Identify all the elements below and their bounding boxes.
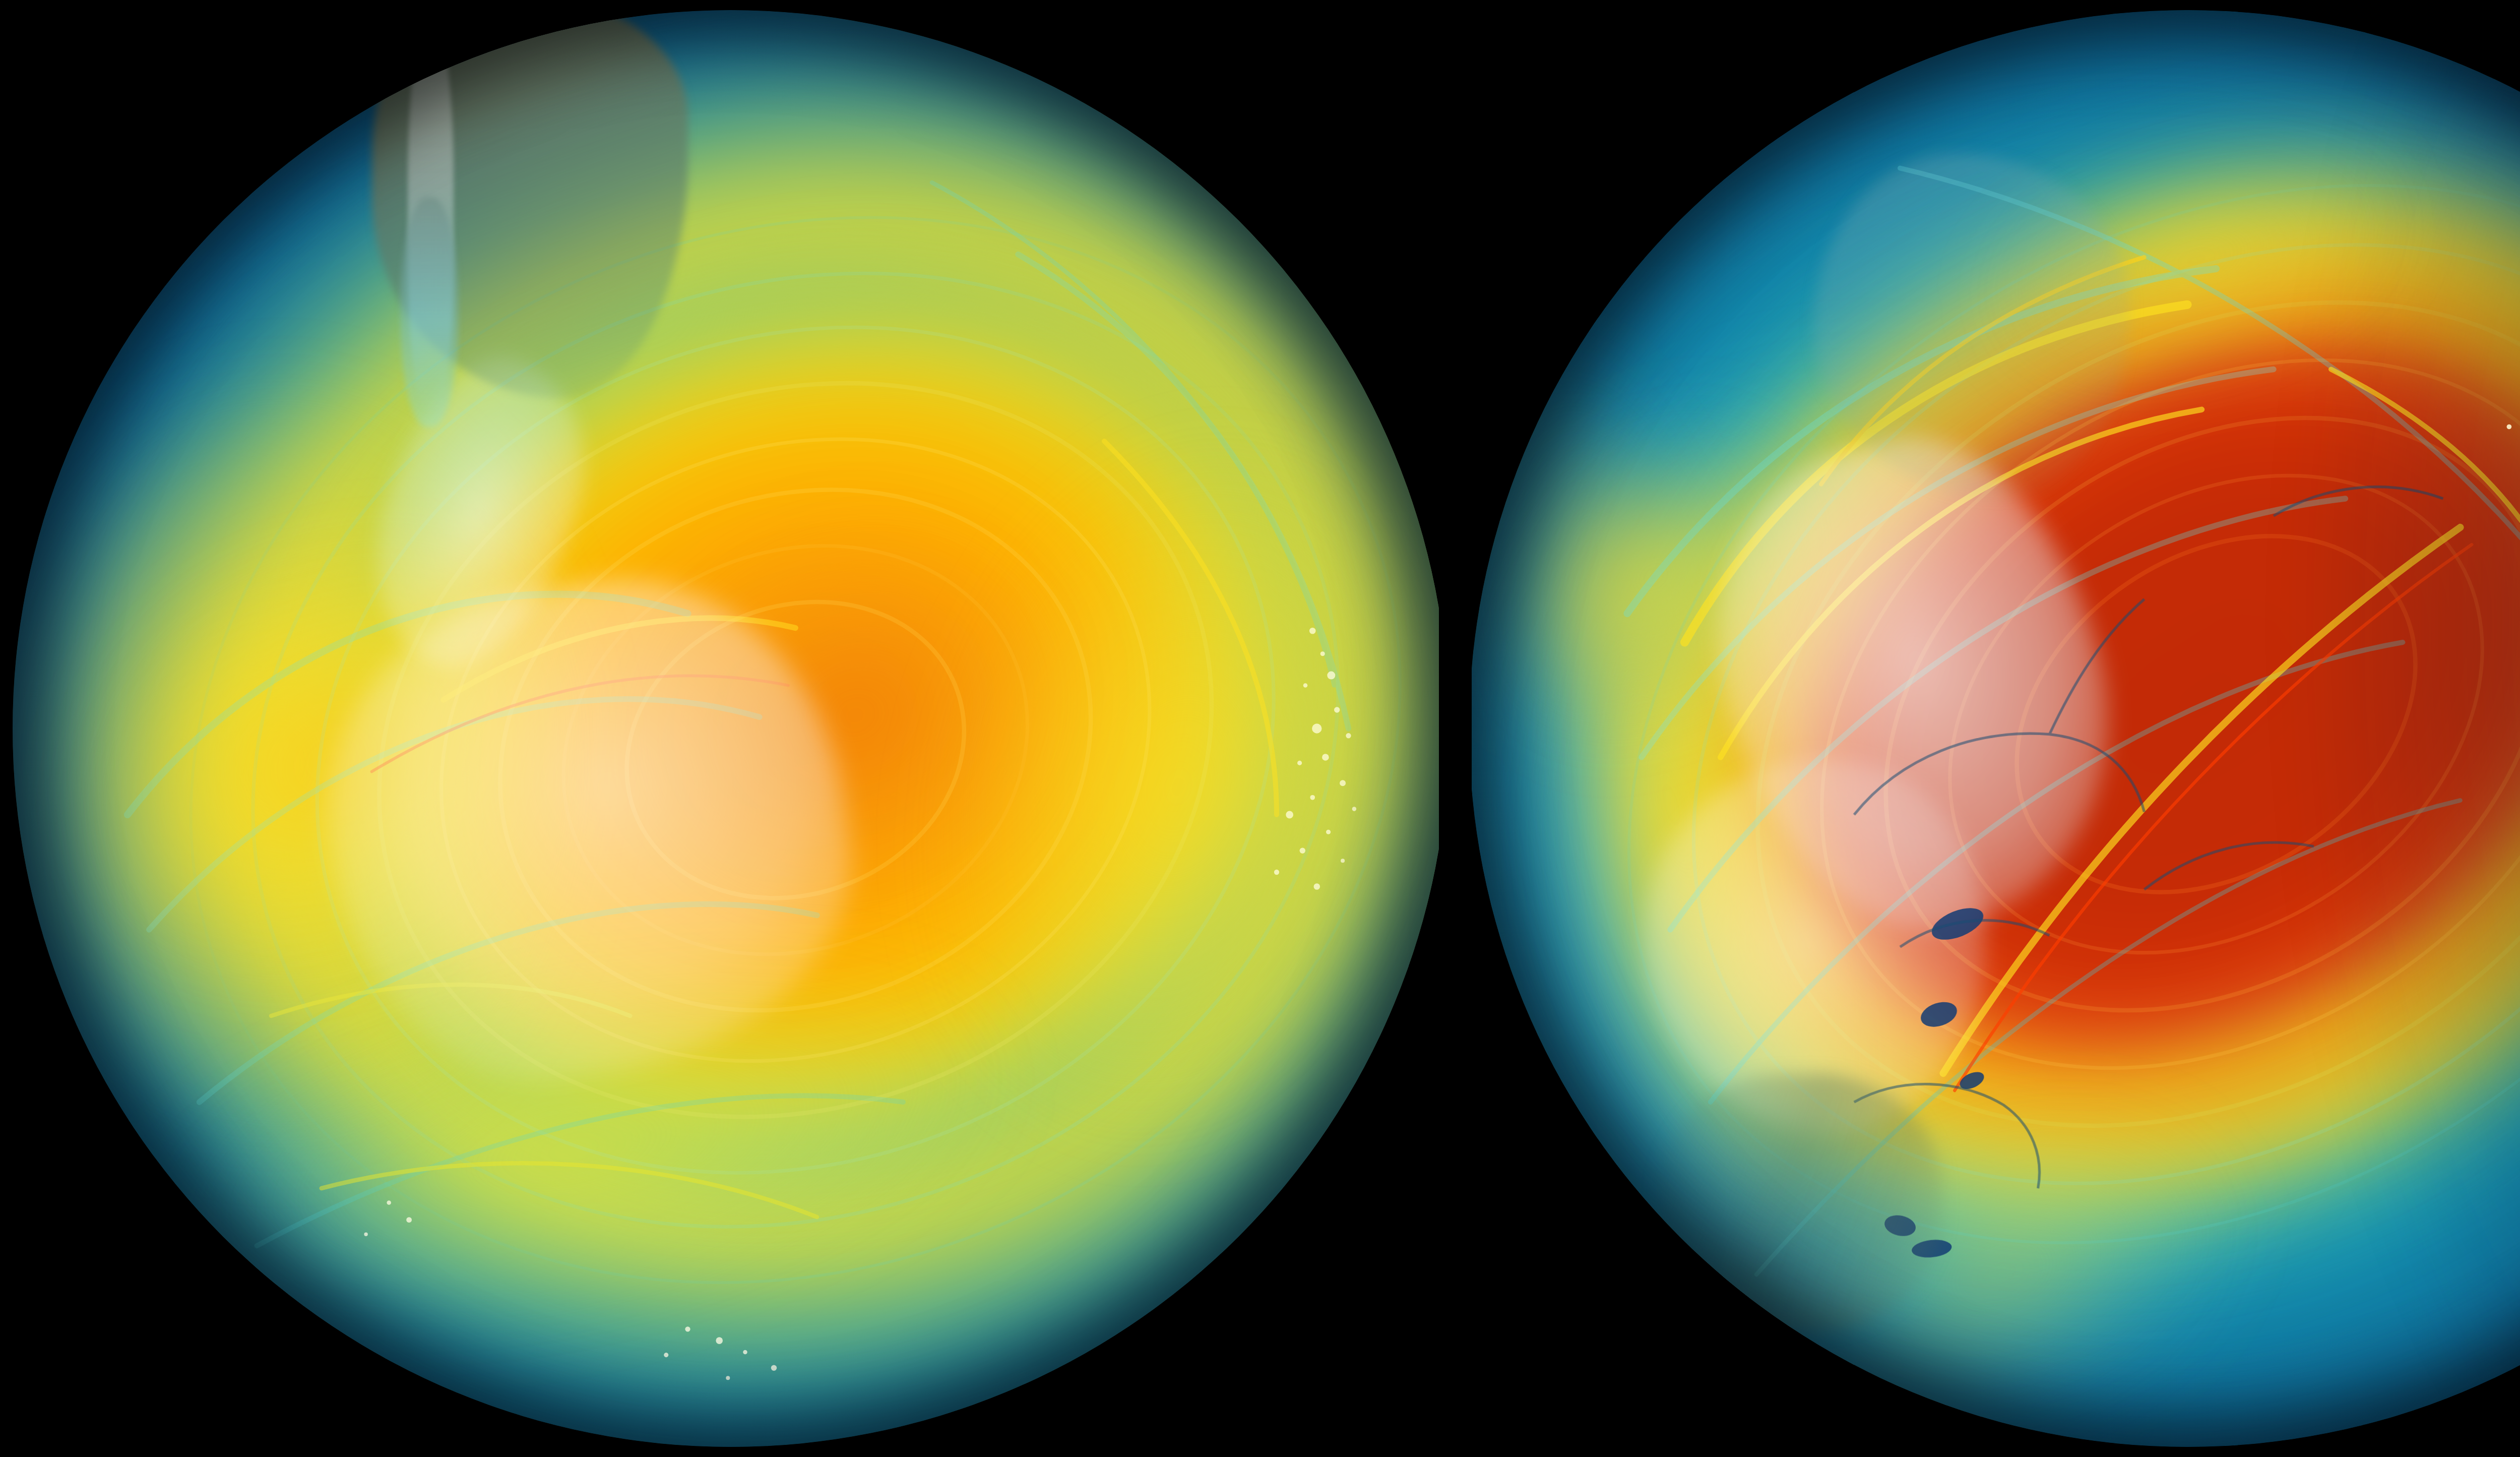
globe-left-city-lights — [13, 10, 1449, 1447]
globe-right-city-lights — [1469, 10, 2520, 1447]
globe-right[interactable] — [1469, 10, 2520, 1447]
globe-left-container[interactable] — [13, 10, 1449, 1447]
globe-separator-gutter — [1439, 0, 1472, 1457]
globe-right-container[interactable] — [1469, 10, 2520, 1447]
visualization-canvas — [0, 0, 2520, 1457]
globe-left[interactable] — [13, 10, 1449, 1447]
